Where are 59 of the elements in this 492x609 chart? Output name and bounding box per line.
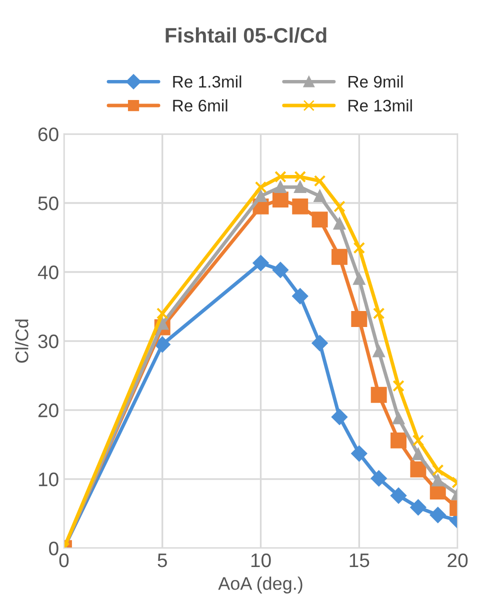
- point: [292, 198, 308, 214]
- point: [392, 380, 404, 392]
- chart-title: Fishtail 05-Cl/Cd: [166, 27, 326, 43]
- y-tick-label: 0: [49, 542, 58, 556]
- legend-label: Re 1.3mil: [173, 75, 242, 88]
- y-axis-title: Cl/Cd: [15, 320, 28, 363]
- point: [294, 170, 306, 183]
- y-tick-label: 60: [38, 127, 58, 142]
- point: [412, 448, 424, 460]
- point: [156, 308, 168, 320]
- point: [353, 273, 366, 285]
- point: [372, 345, 385, 358]
- point: [430, 507, 446, 523]
- point: [154, 336, 170, 352]
- point: [314, 175, 326, 187]
- point: [272, 262, 288, 278]
- point: [274, 170, 286, 183]
- point: [312, 335, 328, 352]
- x-axis-title: AoA (deg.): [218, 576, 302, 594]
- point: [314, 190, 326, 202]
- point: [432, 474, 444, 486]
- x-tick-label: 5: [158, 554, 167, 568]
- point: [412, 434, 424, 446]
- point: [390, 488, 406, 504]
- point: [334, 200, 346, 212]
- x-tick-label: 15: [350, 554, 370, 568]
- point: [353, 242, 366, 254]
- legend-label: Re 6mil: [173, 99, 228, 112]
- point: [254, 190, 267, 202]
- point: [312, 212, 328, 228]
- y-tick-label: 30: [38, 334, 58, 348]
- point: [370, 386, 387, 403]
- y-tick-label: 50: [38, 196, 58, 210]
- point: [331, 248, 348, 265]
- point: [294, 181, 306, 194]
- y-tick-label: 10: [38, 472, 58, 486]
- point: [370, 470, 387, 486]
- legend-label: Re 9mil: [348, 75, 403, 88]
- point: [272, 192, 288, 208]
- point: [392, 412, 404, 424]
- point: [254, 181, 267, 194]
- point: [274, 181, 286, 194]
- point: [410, 499, 426, 516]
- point: [410, 461, 426, 478]
- point: [332, 409, 348, 425]
- point: [351, 310, 368, 327]
- legend-label: Re 13mil: [348, 99, 412, 112]
- point: [351, 446, 368, 462]
- point: [334, 218, 346, 230]
- point: [372, 308, 385, 320]
- point: [432, 464, 444, 476]
- y-tick-label: 40: [38, 265, 58, 280]
- x-tick-label: 20: [448, 553, 468, 568]
- x-tick-label: 10: [251, 553, 271, 568]
- x-tick-label: 0: [59, 553, 69, 568]
- point: [390, 432, 407, 448]
- point: [252, 255, 269, 271]
- y-tick-label: 20: [38, 404, 58, 418]
- point: [292, 288, 308, 304]
